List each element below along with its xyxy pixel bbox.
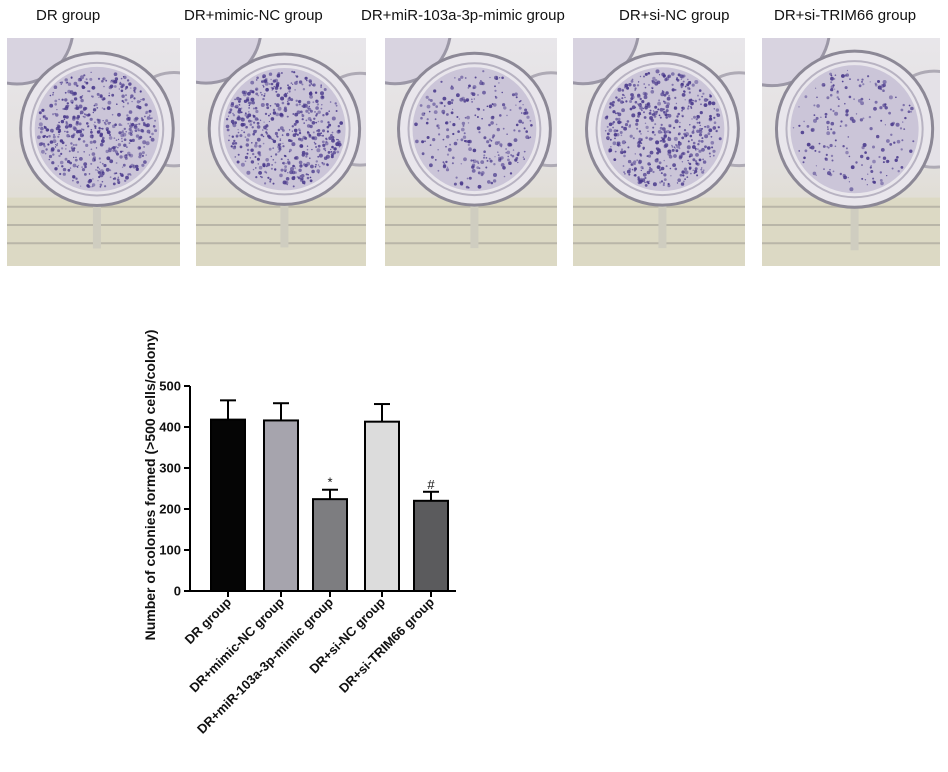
panel-title-mir-mimic: DR+miR-103a-3p-mimic group [361, 7, 565, 24]
significance-mark: # [427, 477, 435, 492]
panel-title-si-nc: DR+si-NC group [619, 7, 730, 24]
x-tick-label: DR group [182, 594, 235, 647]
panel-title-si-trim66: DR+si-TRIM66 group [774, 7, 917, 24]
y-tick-label: 0 [174, 584, 181, 599]
well-photo-si-nc [573, 38, 745, 266]
well-plate-drawing [196, 38, 366, 266]
well-plate-drawing [7, 38, 180, 266]
bars: * # [210, 399, 449, 593]
y-tick-label: 100 [159, 543, 181, 558]
well-photo-si-trim66 [762, 38, 940, 266]
y-tick-label: 500 [159, 379, 181, 394]
well-plate-drawing [573, 38, 745, 266]
bar [210, 418, 246, 592]
bar [263, 419, 299, 592]
bar [312, 498, 348, 592]
bar [413, 499, 449, 592]
panel-title-dr: DR group [36, 7, 101, 24]
y-axis-label: Number of colonies formed (>500 cells/co… [142, 330, 158, 641]
x-tick-label: DR+mimic-NC group [186, 594, 287, 695]
significance-mark: * [327, 475, 332, 490]
y-tick-label: 200 [159, 502, 181, 517]
bar [364, 420, 400, 593]
well-photo-mir-mimic [385, 38, 557, 266]
well-plate-drawing [385, 38, 557, 266]
y-tick-label: 400 [159, 420, 181, 435]
well-photo-mimic-nc [196, 38, 366, 266]
y-tick-label: 300 [159, 461, 181, 476]
y-axis: 0 100 200 300 400 500 [159, 379, 191, 599]
well-photo-dr [7, 38, 180, 266]
x-tick-label: DR+si-TRIM66 group [336, 594, 437, 695]
well-plate-drawing [762, 38, 940, 266]
panel-title-mimic-nc: DR+mimic-NC group [184, 7, 323, 24]
